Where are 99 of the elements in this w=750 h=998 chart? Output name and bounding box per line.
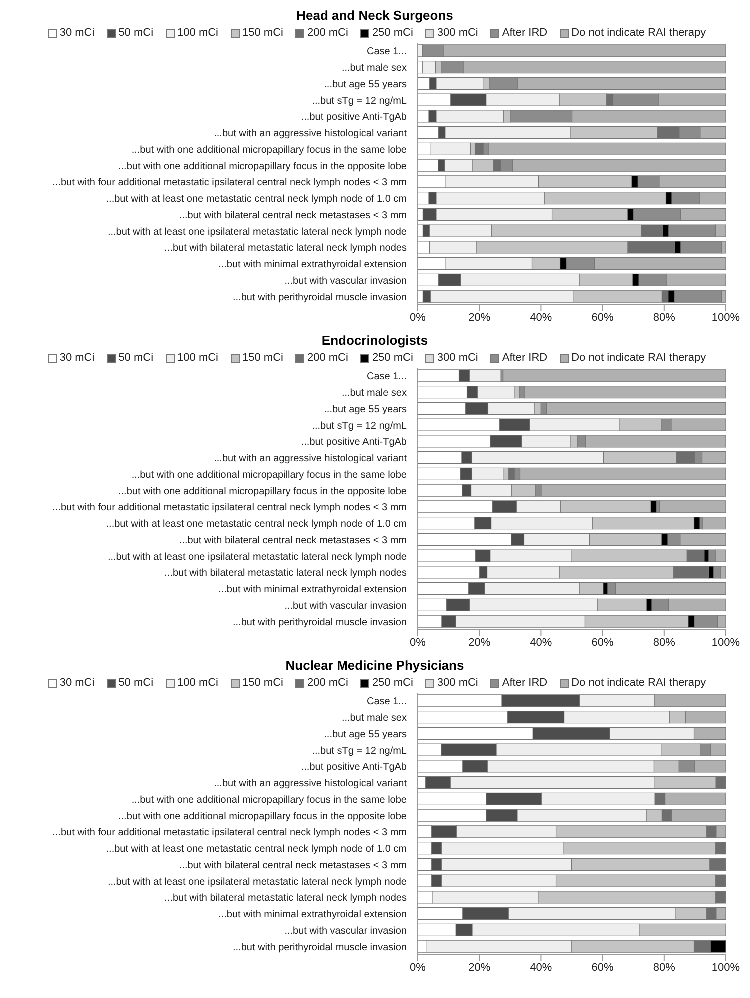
x-tick-label: 20%	[468, 636, 491, 649]
x-tick-label: 100%	[712, 312, 740, 324]
y-tick-label: ...but with one additional micropapillary focus in the opposite lobe	[118, 811, 408, 822]
legend-label: 50 mCi	[118, 352, 154, 364]
legend-label: Do not indicate RAI therapy	[570, 677, 706, 689]
y-tick-label: ...but with at least one metastatic central neck lymph node of 1.0 cm	[106, 194, 407, 206]
y-tick-label: ...but sTg = 12 ng/mL	[312, 420, 408, 432]
legend-label: 150 mCi	[242, 352, 284, 364]
y-tick-label: ...but with at least one ipsilateral metastatic lateral neck lymph node	[108, 226, 408, 238]
legend-label: 300 mCi	[436, 27, 478, 39]
legend-label: After IRD	[501, 27, 548, 39]
x-tick-label: 80%	[653, 312, 676, 324]
y-tick-label: ...but with bilateral central neck metastases < 3 mm	[179, 210, 407, 222]
legend-label: 30 mCi	[58, 27, 95, 39]
y-tick-label: ...but age 55 years	[324, 404, 407, 416]
y-tick-label: ...but with at least one metastatic central neck lymph node of 1.0 cm	[106, 519, 407, 530]
y-tick-label: ...but with minimal extrathyroidal extension	[218, 910, 407, 921]
x-tick-label: 20%	[468, 962, 491, 974]
x-tick-label: 40%	[530, 636, 552, 649]
y-tick-label: ...but with at least one metastatic central neck lymph node of 1.0 cm	[106, 844, 407, 856]
y-tick-label: ...but with at least one ipsilateral metastatic lateral neck lymph node	[108, 552, 408, 563]
y-tick-label: ...but with vascular invasion	[284, 926, 407, 937]
y-tick-label: ...but with vascular invasion	[284, 276, 407, 287]
legend-label: 300 mCi	[436, 352, 478, 364]
legend-label: 100 mCi	[176, 352, 218, 364]
y-tick-label: ...but positive Anti-TgAb	[301, 112, 408, 124]
legend-label: 30 mCi	[58, 352, 95, 364]
bar	[503, 370, 726, 382]
y-tick-label: ...but with one additional micropapillary focus in the opposite lobe	[118, 486, 408, 498]
x-tick-label: 100%	[712, 962, 740, 974]
bar	[702, 517, 726, 530]
y-tick-label: ...but with bilateral metastatic lateral neck lymph nodes	[164, 893, 407, 904]
x-tick-label: 0%	[410, 962, 426, 974]
y-tick-label: ...but with one additional micropapillary focus in the same lobe	[132, 470, 408, 481]
y-tick-label: ...but with perithyroidal muscle invasion	[233, 617, 407, 628]
y-tick-label: ...but with vascular invasion	[284, 600, 407, 612]
x-tick-label: 0%	[410, 312, 426, 324]
y-tick-label: ...but with one additional micropapillary focus in the same lobe	[132, 144, 408, 156]
legend-label: 200 mCi	[306, 352, 348, 364]
legend-label: 150 mCi	[242, 677, 284, 689]
y-tick-label: ...but with at least one ipsilateral metastatic lateral neck lymph node	[108, 876, 408, 888]
y-tick-label: ...but positive Anti-TgAb	[301, 762, 408, 774]
y-tick-label: ...but with bilateral central neck metastases < 3 mm	[179, 535, 407, 546]
x-tick-label: 60%	[592, 962, 614, 974]
y-tick-label: Case 1...	[366, 696, 407, 708]
y-tick-label: ...but age 55 years	[324, 79, 407, 90]
legend-label: 50 mCi	[118, 677, 154, 689]
y-tick-label: ...but with an aggressive histological variant	[214, 454, 408, 465]
chart-title: Head and Neck Surgeons	[296, 8, 454, 25]
y-tick-label: ...but with perithyroidal muscle invasion	[233, 942, 407, 954]
y-tick-label: ...but sTg = 12 ng/mL	[312, 746, 408, 757]
y-tick-label: ...but with four additional metastatic ipsilateral central neck lymph nodes < 3 mm	[52, 178, 407, 189]
y-tick-label: ...but with an aggressive histological variant	[214, 778, 408, 790]
y-tick-label: ...but with four additional metastatic ipsilateral central neck lymph nodes < 3 mm	[52, 502, 407, 514]
x-tick-label: 60%	[592, 312, 614, 324]
y-tick-label: Case 1...	[366, 46, 407, 58]
legend-label: After IRD	[501, 352, 548, 364]
y-tick-label: ...but with bilateral metastatic lateral neck lymph nodes	[164, 568, 407, 580]
legend-label: 300 mCi	[436, 677, 478, 689]
y-tick-label: Case 1...	[366, 372, 407, 383]
bar	[659, 500, 726, 514]
chart-title: Endocrinologists	[320, 333, 430, 350]
legend-label: 200 mCi	[306, 27, 348, 39]
x-tick-label: 20%	[468, 312, 491, 324]
legend-label: After IRD	[501, 677, 548, 689]
legend-label: 150 mCi	[242, 27, 284, 39]
legend-label: 30 mCi	[58, 677, 95, 689]
legend-label: 100 mCi	[176, 677, 218, 689]
y-tick-label: ...but with minimal extrathyroidal extension	[218, 260, 407, 271]
legend-label: Do not indicate RAI therapy	[570, 352, 706, 364]
y-tick-label: ...but age 55 years	[324, 729, 407, 740]
legend-label: Do not indicate RAI therapy	[570, 27, 706, 39]
y-tick-label: ...but with bilateral metastatic lateral neck lymph nodes	[164, 243, 407, 254]
y-tick-label: ...but with perithyroidal muscle invasion	[233, 292, 407, 304]
x-tick-label: 40%	[530, 962, 552, 974]
y-tick-label: ...but with one additional micropapillary focus in the opposite lobe	[118, 161, 408, 172]
y-tick-label: ...but male sex	[342, 713, 407, 724]
x-tick-label: 40%	[530, 312, 552, 324]
x-tick-label: 80%	[653, 636, 676, 649]
legend-label: 200 mCi	[306, 677, 348, 689]
y-tick-label: ...but male sex	[342, 388, 407, 400]
legend-label: 50 mCi	[118, 27, 154, 39]
legend-label: 250 mCi	[371, 352, 414, 364]
y-tick-label: ...but with one additional micropapillary focus in the same lobe	[132, 794, 408, 806]
legend-label: 250 mCi	[371, 677, 414, 689]
x-tick-label: 0%	[410, 636, 426, 649]
y-tick-label: ...but with bilateral central neck metastases < 3 mm	[179, 860, 407, 872]
legend-label: 250 mCi	[371, 27, 414, 39]
legend-label: 100 mCi	[176, 27, 218, 39]
x-tick-label: 100%	[712, 636, 740, 649]
y-tick-label: ...but positive Anti-TgAb	[301, 437, 408, 448]
y-tick-label: ...but with minimal extrathyroidal extension	[218, 584, 407, 596]
y-tick-label: ...but sTg = 12 ng/mL	[312, 96, 408, 107]
x-tick-label: 80%	[653, 962, 676, 974]
y-tick-label: ...but with four additional metastatic ipsilateral central neck lymph nodes < 3 mm	[52, 828, 407, 839]
x-tick-label: 60%	[592, 636, 614, 649]
y-tick-label: ...but with an aggressive histological variant	[214, 128, 408, 140]
chart-title: Nuclear Medicine Physicians	[284, 658, 466, 675]
y-tick-label: ...but male sex	[342, 63, 407, 74]
